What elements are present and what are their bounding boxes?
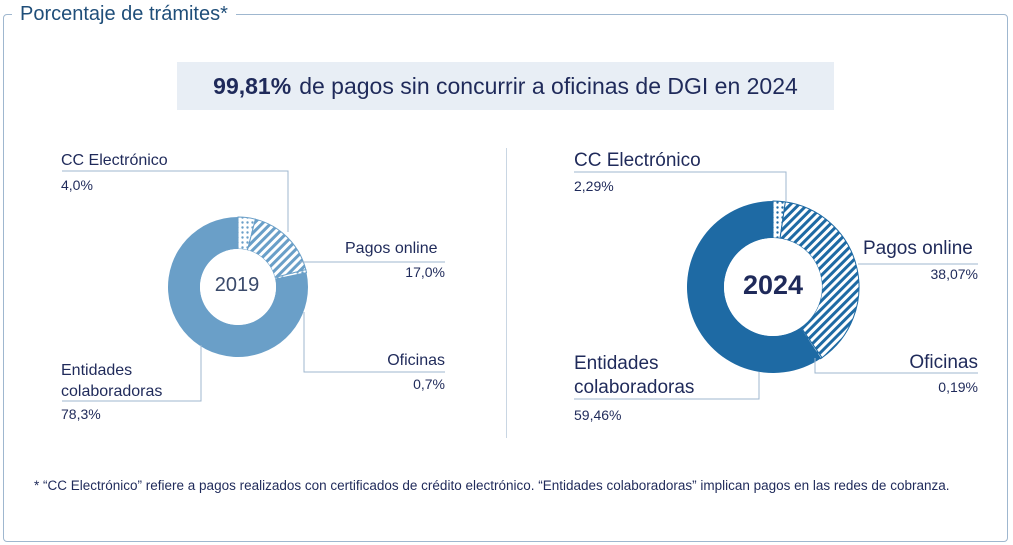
leader-2019-oficinas bbox=[303, 312, 445, 373]
leader-2024-oficinas bbox=[814, 358, 978, 374]
donut-segment-2024-entidades-colaboradoras bbox=[687, 201, 822, 373]
headline-text: de pagos sin concurrir a oficinas de DGI… bbox=[299, 72, 798, 99]
value-2024-entidades: 59,46% bbox=[574, 407, 622, 423]
donut-segment-2024-pagos-online bbox=[779, 201, 860, 359]
label-2024-pagos-online: Pagos online bbox=[863, 238, 973, 259]
leader-2019-entidades bbox=[62, 345, 202, 402]
value-2019-entidades: 78,3% bbox=[61, 406, 101, 422]
label-2024-oficinas: Oficinas bbox=[909, 352, 978, 373]
value-2024-cc-electronico: 2,29% bbox=[574, 178, 614, 194]
value-2019-oficinas: 0,7% bbox=[413, 376, 445, 392]
leader-2019-cc bbox=[62, 170, 289, 232]
value-2019-pagos-online: 17,0% bbox=[405, 264, 445, 280]
page-title: Porcentaje de trámites* bbox=[12, 2, 236, 26]
label-2019-pagos-online: Pagos online bbox=[345, 240, 438, 257]
leader-2024-entidades bbox=[574, 372, 760, 400]
chart-divider bbox=[506, 148, 507, 438]
label-2019-entidades-line2: colaboradoras bbox=[61, 383, 163, 400]
headline-banner: 99,81% de pagos sin concurrir a oficinas… bbox=[177, 62, 834, 110]
donut-hole-2019 bbox=[200, 249, 276, 325]
label-2019-oficinas: Oficinas bbox=[387, 352, 445, 369]
value-2024-pagos-online: 38,07% bbox=[930, 266, 978, 282]
donut-hole-2024 bbox=[724, 238, 822, 336]
donut-center-label-2019: 2019 bbox=[214, 274, 260, 296]
label-2019-entidades-line1: Entidades bbox=[61, 362, 133, 379]
donut-center-label-2024: 2024 bbox=[742, 270, 804, 300]
footnote: * “CC Electrónico” refiere a pagos reali… bbox=[34, 478, 950, 493]
label-2024-entidades-line1: Entidades bbox=[574, 353, 659, 374]
value-2024-oficinas: 0,19% bbox=[938, 379, 978, 395]
label-2024-entidades-line2: colaboradoras bbox=[574, 377, 695, 398]
leader-2024-cc bbox=[574, 171, 787, 202]
chart-frame bbox=[3, 14, 1008, 542]
label-2024-cc-electronico: CC Electrónico bbox=[574, 150, 701, 171]
donut-segment-2019-entidades-colaboradoras bbox=[168, 217, 308, 357]
headline-percentage: 99,81% bbox=[213, 72, 292, 99]
label-2019-cc-electronico: CC Electrónico bbox=[61, 152, 168, 169]
value-2019-cc-electronico: 4,0% bbox=[61, 177, 93, 193]
